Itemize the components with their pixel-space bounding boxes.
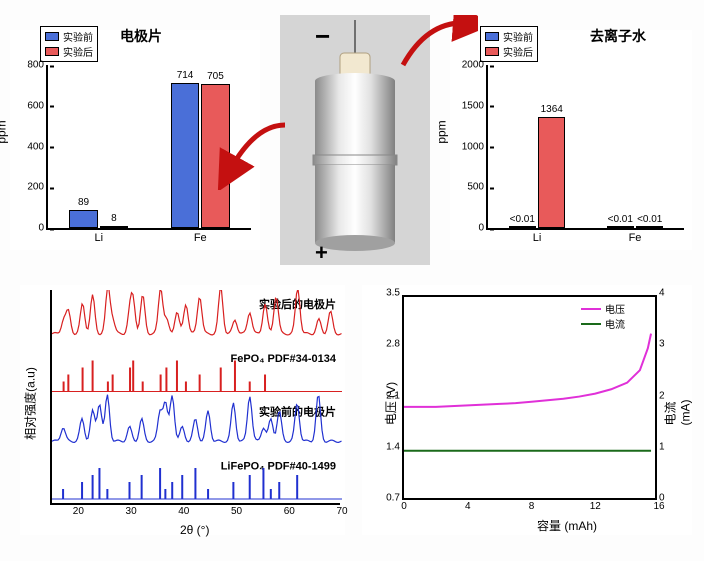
left-bar-legend: 实验前 实验后	[40, 26, 98, 62]
legend-label: 实验后	[503, 44, 533, 59]
bar	[69, 210, 97, 228]
xrd-chart: 相对强度(a.u) 实验后的电极片FePO₄ PDF#34-0134实验前的电极…	[20, 285, 345, 535]
right-bar-legend: 实验前 实验后	[480, 26, 538, 62]
left-bar-ylabel: ppm	[0, 120, 9, 143]
svg-text:实验后的电极片: 实验后的电极片	[259, 297, 336, 311]
right-bar-chart: 去离子水 实验前 实验后 ppm 0500100015002000Li<0.01…	[450, 30, 692, 250]
legend-label: 电流	[605, 316, 625, 331]
svg-text:+: +	[315, 240, 328, 265]
bar	[636, 226, 663, 228]
legend-label: 实验前	[63, 29, 93, 44]
bar	[171, 83, 199, 228]
svg-text:FePO₄ PDF#34-0134: FePO₄ PDF#34-0134	[230, 353, 336, 365]
legend-label: 实验前	[503, 29, 533, 44]
arrow-left-icon	[215, 120, 295, 190]
curve-ylabel-left: 电压 (V)	[382, 382, 399, 425]
arrow-right-icon	[398, 15, 478, 75]
legend-label: 实验后	[63, 44, 93, 59]
legend-label: 电压	[605, 301, 625, 316]
left-bar-title: 电极片	[120, 26, 162, 46]
xrd-xlabel: 2θ (°)	[180, 523, 209, 537]
curve-xlabel: 容量 (mAh)	[537, 517, 597, 534]
svg-text:LiFePO₄ PDF#40-1499: LiFePO₄ PDF#40-1499	[221, 460, 336, 472]
xrd-ylabel: 相对强度(a.u)	[22, 364, 39, 444]
curve-ylabel-right: 电流 (mA)	[662, 396, 693, 426]
right-bar-ylabel: ppm	[435, 120, 449, 143]
bar	[100, 226, 128, 228]
bar	[509, 226, 536, 228]
right-bar-title: 去离子水	[590, 26, 646, 46]
right-bar-plot-area: 0500100015002000Li<0.011364Fe<0.01<0.01	[486, 65, 684, 230]
curve-chart: 0.71.42.12.83.5012340481216 电压 电流 电压 (V)…	[362, 285, 692, 535]
bar	[607, 226, 634, 228]
xrd-plot-area: 实验后的电极片FePO₄ PDF#34-0134实验前的电极片LiFePO₄ P…	[50, 290, 340, 505]
svg-text:−: −	[315, 21, 330, 51]
curve-legend: 电压 电流	[577, 299, 629, 333]
bar	[538, 117, 565, 228]
